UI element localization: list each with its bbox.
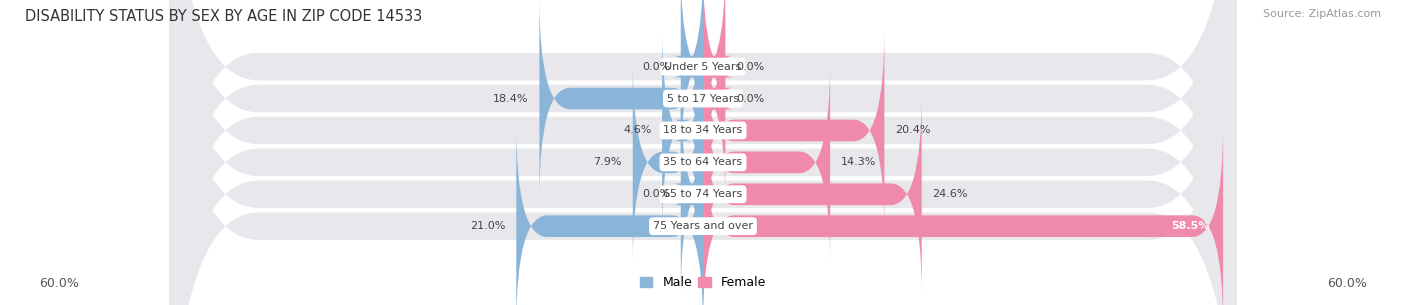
Text: 20.4%: 20.4% <box>896 125 931 135</box>
Text: 35 to 64 Years: 35 to 64 Years <box>664 157 742 167</box>
Text: 60.0%: 60.0% <box>1327 277 1367 290</box>
FancyBboxPatch shape <box>662 30 703 231</box>
Text: 0.0%: 0.0% <box>643 189 671 199</box>
FancyBboxPatch shape <box>170 0 1236 305</box>
FancyBboxPatch shape <box>672 0 711 167</box>
FancyBboxPatch shape <box>703 62 830 263</box>
Text: Source: ZipAtlas.com: Source: ZipAtlas.com <box>1263 9 1381 19</box>
Text: 60.0%: 60.0% <box>39 277 79 290</box>
FancyBboxPatch shape <box>540 0 703 199</box>
Text: 18.4%: 18.4% <box>494 94 529 103</box>
Text: Under 5 Years: Under 5 Years <box>665 62 741 72</box>
Text: 4.6%: 4.6% <box>623 125 651 135</box>
FancyBboxPatch shape <box>170 0 1236 305</box>
Text: 5 to 17 Years: 5 to 17 Years <box>666 94 740 103</box>
FancyBboxPatch shape <box>695 0 734 167</box>
Text: 65 to 74 Years: 65 to 74 Years <box>664 189 742 199</box>
Text: 24.6%: 24.6% <box>932 189 967 199</box>
FancyBboxPatch shape <box>703 30 884 231</box>
FancyBboxPatch shape <box>170 0 1236 305</box>
Text: DISABILITY STATUS BY SEX BY AGE IN ZIP CODE 14533: DISABILITY STATUS BY SEX BY AGE IN ZIP C… <box>25 9 423 24</box>
FancyBboxPatch shape <box>516 125 703 305</box>
FancyBboxPatch shape <box>170 0 1236 305</box>
FancyBboxPatch shape <box>703 125 1223 305</box>
Text: 7.9%: 7.9% <box>593 157 621 167</box>
Text: 0.0%: 0.0% <box>735 94 763 103</box>
FancyBboxPatch shape <box>695 0 734 199</box>
Legend: Male, Female: Male, Female <box>640 276 766 289</box>
Text: 0.0%: 0.0% <box>643 62 671 72</box>
Text: 0.0%: 0.0% <box>735 62 763 72</box>
Text: 58.5%: 58.5% <box>1171 221 1209 231</box>
FancyBboxPatch shape <box>170 0 1236 305</box>
Text: 75 Years and over: 75 Years and over <box>652 221 754 231</box>
Text: 18 to 34 Years: 18 to 34 Years <box>664 125 742 135</box>
FancyBboxPatch shape <box>703 93 922 295</box>
Text: 21.0%: 21.0% <box>470 221 506 231</box>
FancyBboxPatch shape <box>672 93 711 295</box>
FancyBboxPatch shape <box>633 62 703 263</box>
FancyBboxPatch shape <box>170 0 1236 305</box>
Text: 14.3%: 14.3% <box>841 157 876 167</box>
